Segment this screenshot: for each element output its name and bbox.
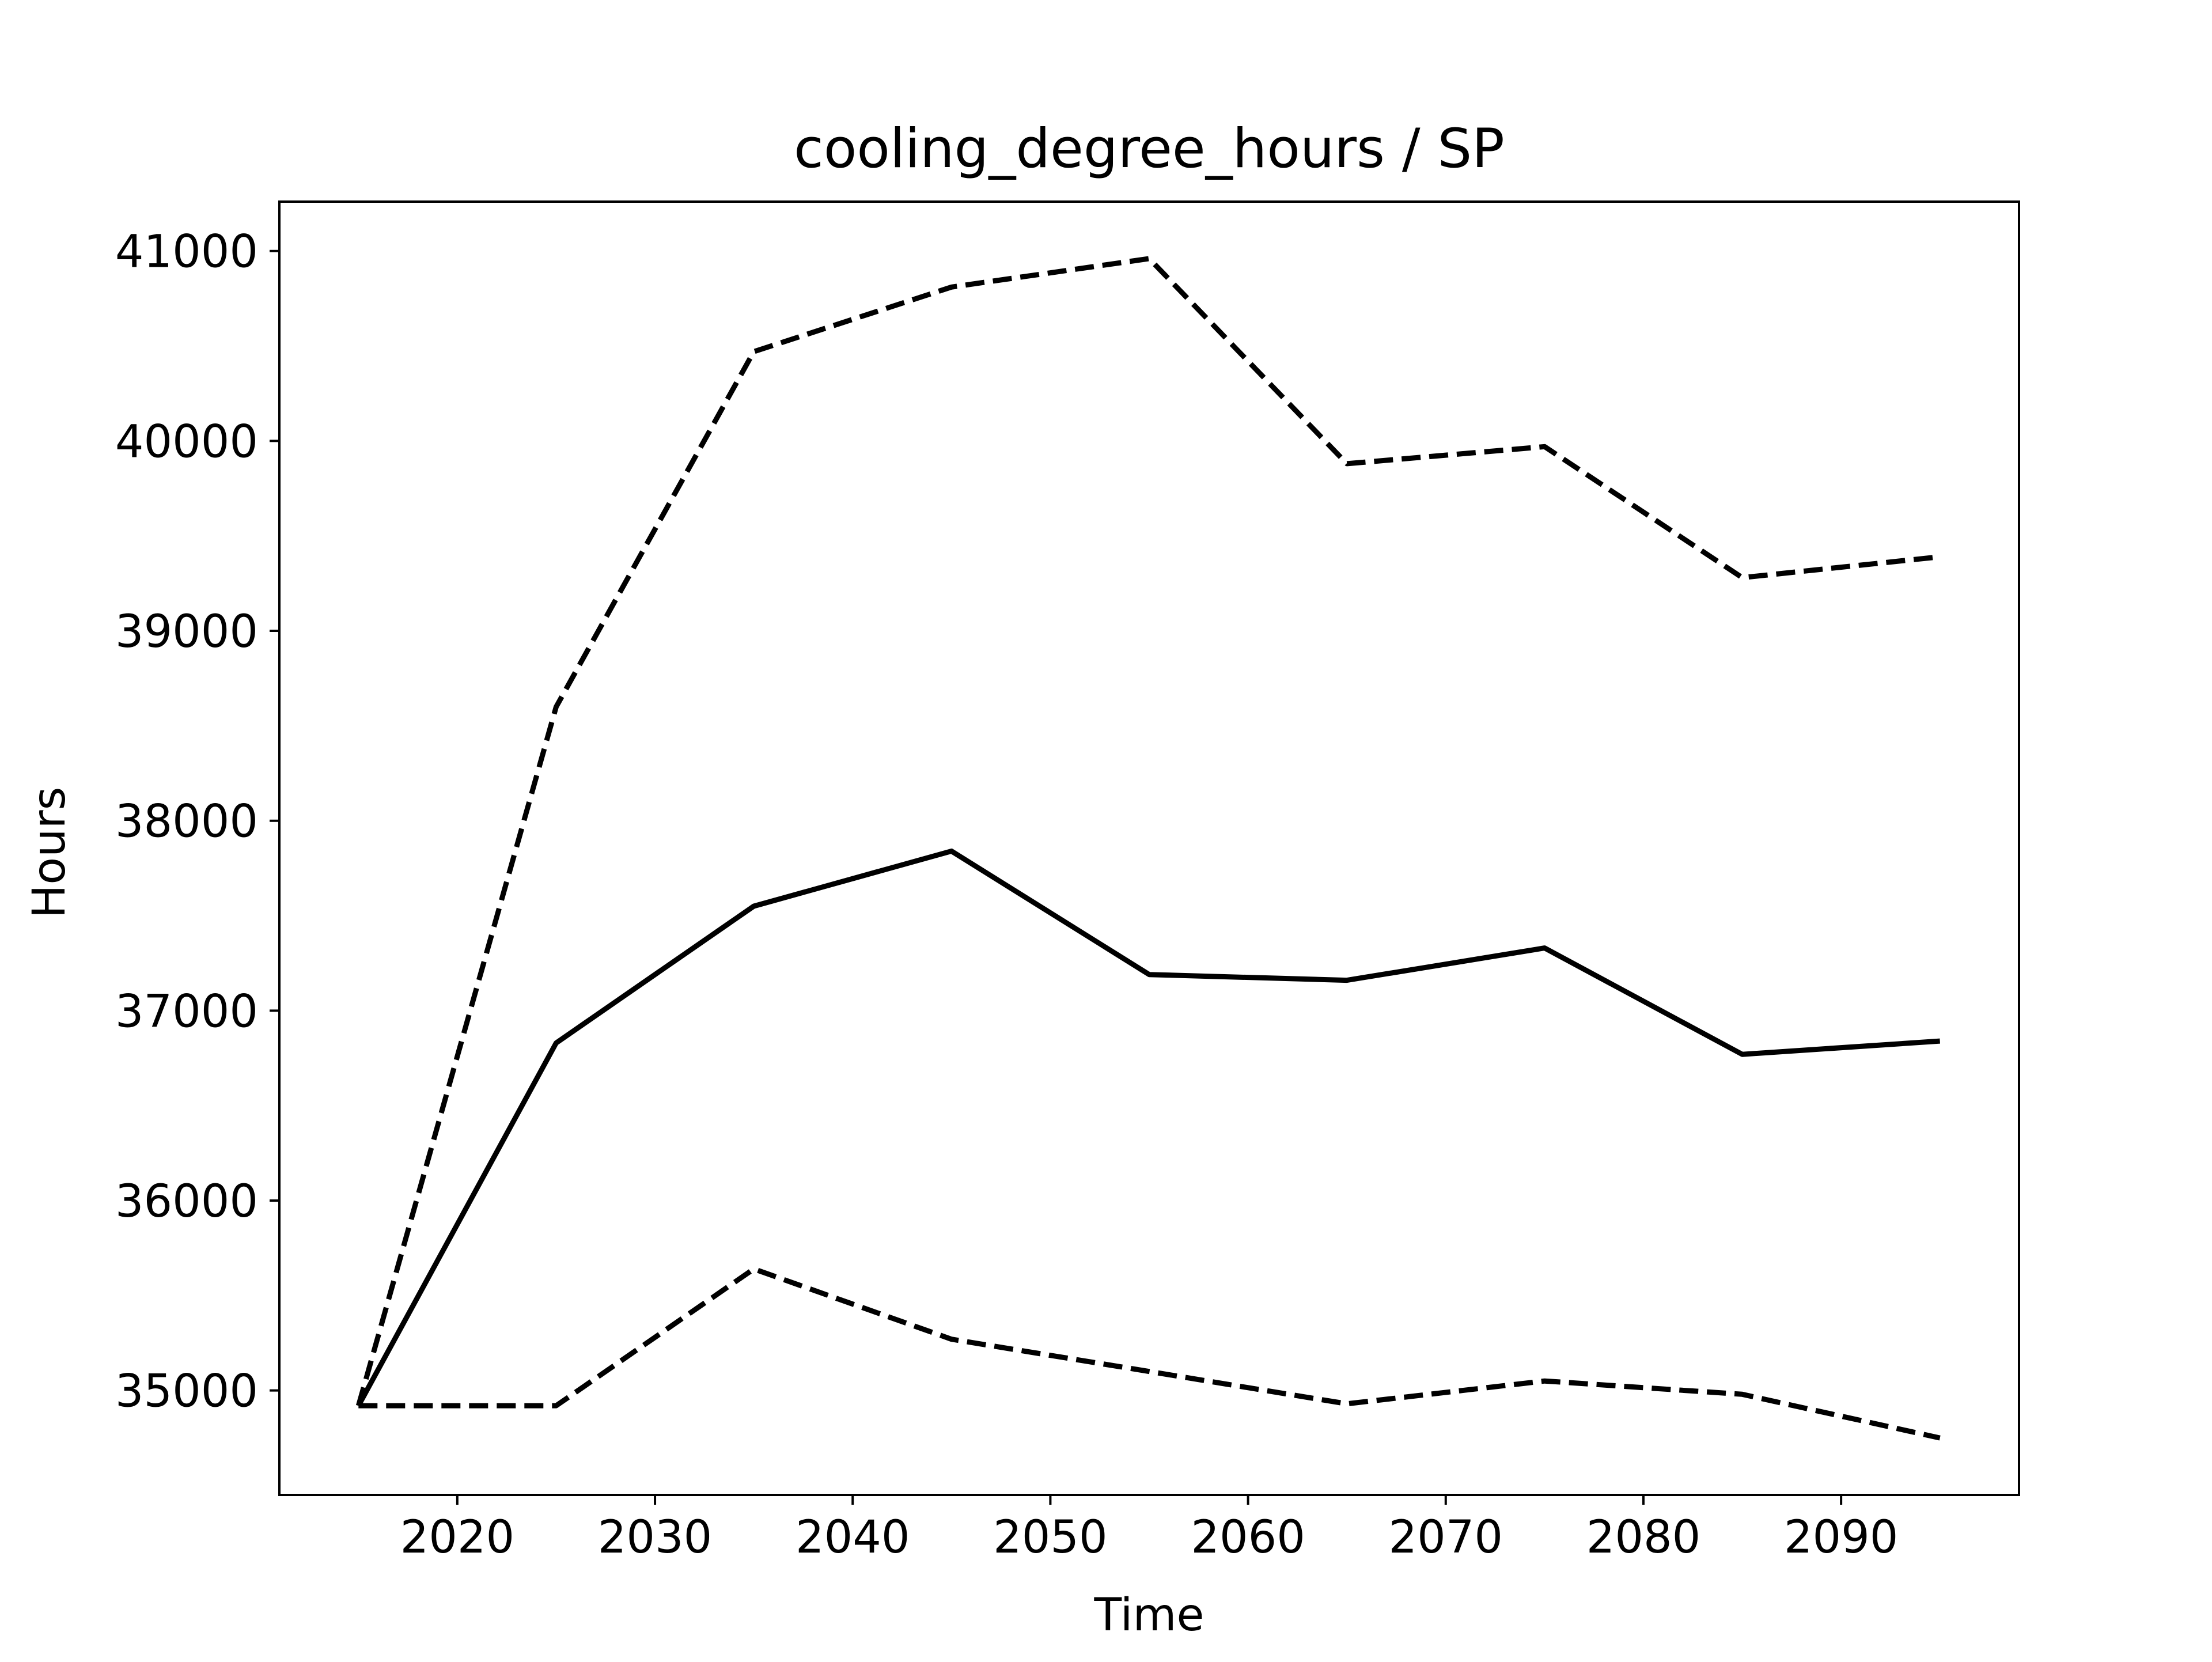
x-tick-label-2030: 2030 [598,1512,713,1563]
y-tick-label-40000: 40000 [115,416,258,468]
x-axis-label: Time [1094,1589,1205,1641]
axes-frame [278,200,2020,1496]
x-tick-label-2060: 2060 [1191,1512,1305,1563]
series-line-3 [358,1266,1941,1441]
y-tick-label-38000: 38000 [115,796,258,848]
x-tick-label-2080: 2080 [1586,1512,1701,1563]
x-tick-label-2090: 2090 [1784,1512,1899,1563]
plot-area: 2020 2030 2040 2050 2060 2070 2080 2090 35000 360… [115,200,2020,1563]
y-tick-label-36000: 36000 [115,1176,258,1228]
x-tick-label-2070: 2070 [1389,1512,1503,1563]
x-tick-label-2040: 2040 [796,1512,910,1563]
x-tick-label-2020: 2020 [400,1512,515,1563]
y-tick-label-41000: 41000 [115,226,258,278]
y-tick-label-39000: 39000 [115,606,258,658]
series-line-1 [356,848,1941,1407]
y-tick-label-37000: 37000 [115,986,258,1038]
chart-title: cooling_degree_hours / SP [794,118,1505,180]
y-tick-label-35000: 35000 [115,1366,258,1418]
series-line-2 [355,256,1941,1407]
x-tick-label-2050: 2050 [993,1512,1108,1563]
y-axis-label: Hours [24,787,75,919]
